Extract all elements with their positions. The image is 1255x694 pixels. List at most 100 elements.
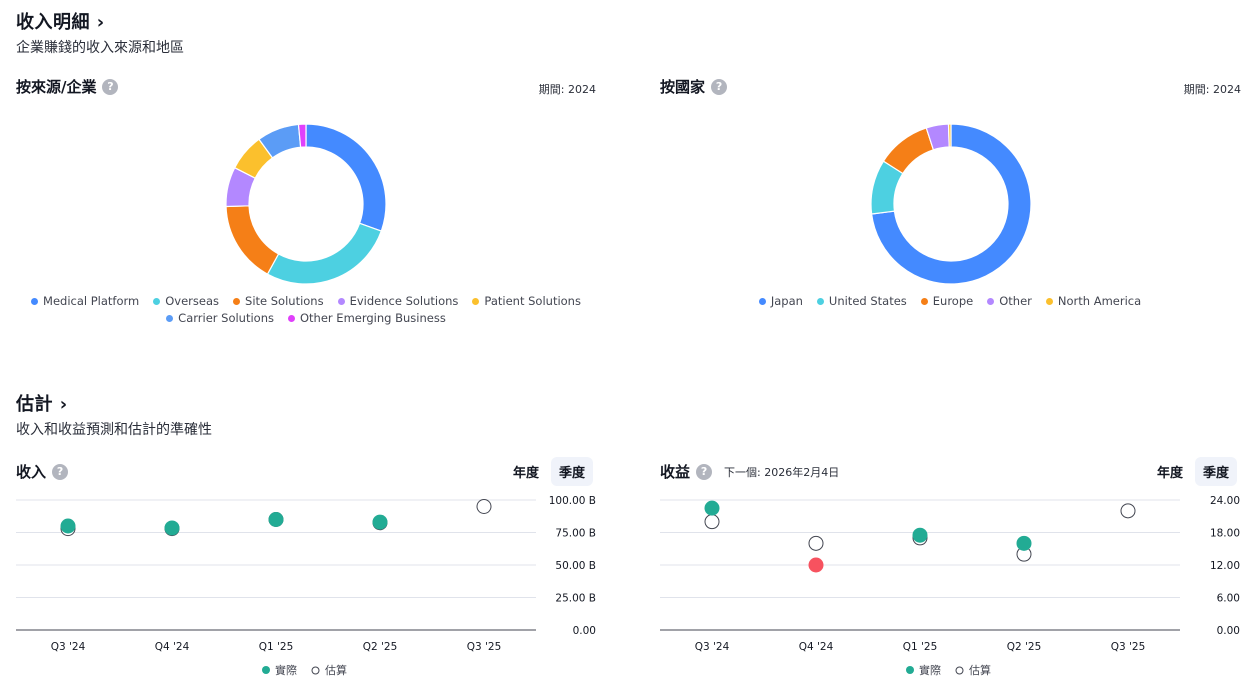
y-tick-label: 12.00 <box>1210 560 1240 572</box>
legend-dot <box>987 297 995 305</box>
legend-item[interactable]: Patient Solutions <box>472 294 581 308</box>
donut-slice-overseas[interactable] <box>266 222 383 285</box>
annual-tab[interactable]: 年度 <box>1157 466 1184 481</box>
donut-slice-medical-platform[interactable] <box>305 123 387 232</box>
legend-dot <box>288 314 295 322</box>
legend-label: Other <box>999 294 1032 308</box>
actual-point[interactable] <box>808 557 824 573</box>
by-country-legend: Japan United States Europe Other North Ameri… <box>660 294 1240 308</box>
by-country-donut <box>870 123 1032 285</box>
legend-dot <box>337 297 345 305</box>
legend-dot <box>758 297 766 305</box>
legend-estimate: 估算 <box>311 662 347 678</box>
estimate-point[interactable] <box>1120 503 1136 519</box>
legend-item[interactable]: Carrier Solutions <box>166 311 274 325</box>
legend-label: Japan <box>770 294 803 308</box>
legend-estimate: 估算 <box>955 662 991 678</box>
legend-label: United States <box>828 294 907 308</box>
actual-point[interactable] <box>1016 535 1032 551</box>
donut-slice-other-emerging-business[interactable] <box>297 123 307 148</box>
y-tick-label: 24.00 <box>1210 495 1240 507</box>
legend-item[interactable]: Medical Platform <box>31 294 139 308</box>
estimate-point[interactable] <box>808 535 824 551</box>
by-source-period: 期間: 2024 <box>538 83 596 96</box>
by-source-legend: Medical Platform Overseas Site Solutions Ev… <box>16 294 596 325</box>
y-tick-label: 50.00 B <box>555 560 596 572</box>
legend-label: Overseas <box>165 294 220 308</box>
revenue-breakdown-subtitle: 企業賺錢的收入來源和地區 <box>16 40 184 56</box>
legend-label: North America <box>1057 294 1142 308</box>
legend-dot <box>816 297 824 305</box>
quarterly-tab[interactable]: 季度 <box>1195 457 1238 486</box>
y-tick-label: 75.00 B <box>555 528 596 540</box>
help-icon[interactable]: ? <box>102 78 119 95</box>
actual-point[interactable] <box>704 500 720 516</box>
legend-dot <box>472 297 480 305</box>
legend-item[interactable]: Europe <box>920 294 974 308</box>
donut-slice-site-solutions[interactable] <box>225 205 280 275</box>
legend-dot <box>153 297 161 305</box>
actual-point[interactable] <box>268 512 284 527</box>
x-tick-label: Q4 '24 <box>155 641 190 653</box>
next-earnings-date: 下一個: 2026年2月4日 <box>724 465 840 479</box>
x-tick-label: Q1 '25 <box>259 641 294 653</box>
estimate-point[interactable] <box>704 514 720 530</box>
donut-slice-north-america[interactable] <box>947 123 952 148</box>
earnings-estimate-title: 收益 ? 下一個: 2026年2月4日 <box>660 463 840 481</box>
x-tick-label: Q3 '24 <box>51 641 86 653</box>
legend-dot <box>920 297 928 305</box>
donut-slice-japan[interactable] <box>870 123 1032 285</box>
legend-item[interactable]: Other <box>987 294 1032 308</box>
legend-dot <box>166 314 174 322</box>
x-tick-label: Q3 '25 <box>467 641 502 653</box>
legend-label: Patient Solutions <box>484 294 581 308</box>
legend-actual: 實際 <box>262 662 297 678</box>
actual-point[interactable] <box>372 514 388 530</box>
legend-label: Other Emerging Business <box>300 311 446 325</box>
help-icon[interactable]: ? <box>696 463 713 480</box>
legend-dot <box>233 297 241 305</box>
earnings-estimate-legend: 實際 估算 <box>906 662 991 678</box>
x-tick-label: Q1 '25 <box>903 641 938 653</box>
legend-label: Site Solutions <box>245 294 324 308</box>
by-source-donut <box>225 123 387 285</box>
actual-point[interactable] <box>164 520 180 536</box>
y-tick-label: 0.00 <box>573 625 596 637</box>
y-tick-label: 25.00 B <box>555 593 596 605</box>
legend-dot <box>1045 297 1053 305</box>
x-tick-label: Q4 '24 <box>799 641 834 653</box>
estimates-title[interactable]: 估計 › <box>16 394 68 415</box>
legend-label: Medical Platform <box>43 294 140 308</box>
legend-item[interactable]: Evidence Solutions <box>337 294 459 308</box>
legend-dot <box>31 297 39 305</box>
legend-item[interactable]: Japan <box>758 294 803 308</box>
legend-item[interactable]: North America <box>1045 294 1142 308</box>
help-icon[interactable]: ? <box>52 463 69 480</box>
help-icon[interactable]: ? <box>711 78 728 95</box>
revenue-estimate-title: 收入 ? <box>16 461 69 482</box>
revenue-period-toggle: 年度 季度 <box>505 457 594 486</box>
by-country-period: 期間: 2024 <box>1183 83 1241 96</box>
revenue-breakdown-title[interactable]: 收入明細 › <box>16 12 105 33</box>
legend-label: Evidence Solutions <box>349 294 459 308</box>
y-tick-label: 18.00 <box>1210 528 1240 540</box>
estimates-subtitle: 收入和收益預測和估計的準確性 <box>16 422 212 438</box>
revenue-estimate-legend: 實際 估算 <box>262 662 347 678</box>
y-tick-label: 100.00 B <box>549 495 596 507</box>
estimate-point[interactable] <box>476 499 492 514</box>
legend-item[interactable]: Overseas <box>153 294 219 308</box>
legend-label: Carrier Solutions <box>178 311 274 325</box>
y-tick-label: 6.00 <box>1217 593 1240 605</box>
legend-item[interactable]: Site Solutions <box>233 294 324 308</box>
legend-item[interactable]: Other Emerging Business <box>288 311 446 325</box>
x-tick-label: Q2 '25 <box>363 641 398 653</box>
annual-tab[interactable]: 年度 <box>513 466 540 481</box>
actual-point[interactable] <box>60 518 76 534</box>
actual-point[interactable] <box>912 527 928 543</box>
by-source-title: 按來源/企業 ? <box>16 76 119 97</box>
quarterly-tab[interactable]: 季度 <box>551 457 594 486</box>
y-tick-label: 0.00 <box>1217 625 1240 637</box>
legend-label: Europe <box>932 294 974 308</box>
x-tick-label: Q3 '24 <box>695 641 730 653</box>
legend-item[interactable]: United States <box>816 294 907 308</box>
